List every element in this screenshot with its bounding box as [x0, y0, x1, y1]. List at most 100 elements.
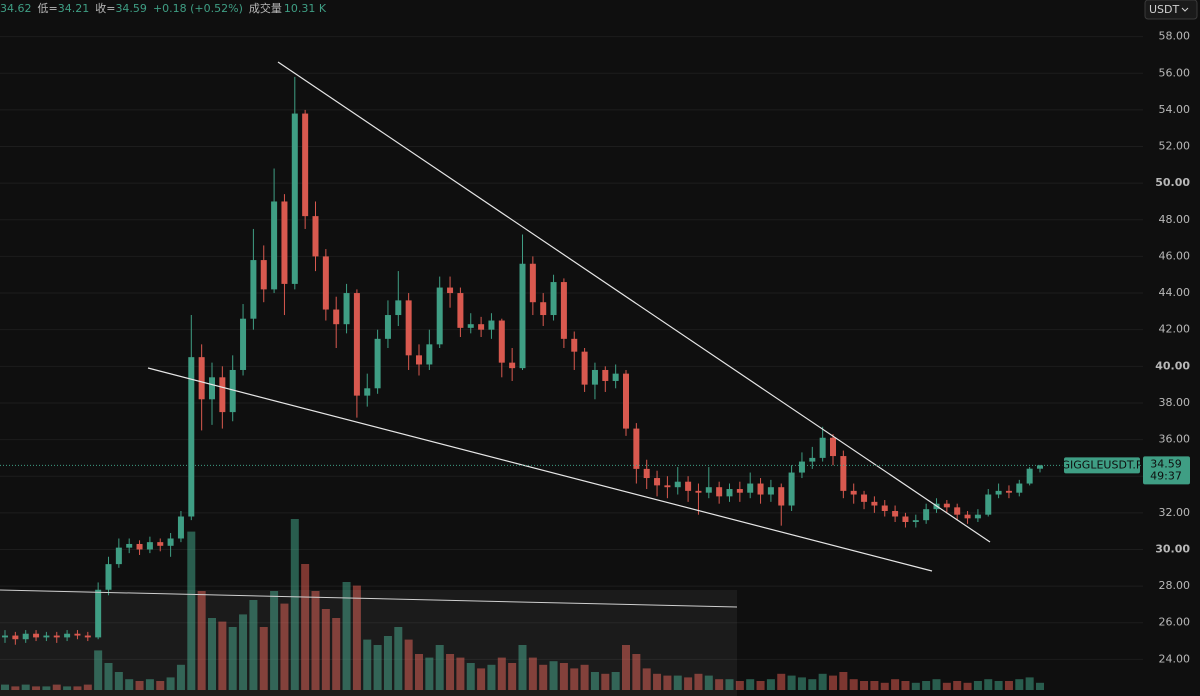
y-tick-label: 50.00: [1155, 176, 1190, 189]
candle-body: [705, 487, 712, 493]
volume-bar: [663, 675, 672, 690]
volume-bar: [249, 600, 258, 690]
volume-bar: [187, 531, 196, 690]
candle-body: [892, 511, 899, 517]
volume-bar: [394, 627, 403, 690]
volume-bar: [1025, 677, 1034, 690]
volume-bar: [694, 673, 703, 690]
trendline: [147, 367, 933, 572]
candle-body: [1037, 465, 1043, 469]
volume-bar: [497, 657, 506, 690]
candle-body: [478, 324, 485, 330]
volume-bar: [539, 664, 548, 690]
candle-body: [861, 494, 868, 502]
y-tick-label: 28.00: [1159, 579, 1191, 592]
candle-body: [747, 483, 754, 493]
volume-bar: [363, 639, 372, 690]
candle-body: [757, 483, 764, 495]
volume-bar: [508, 663, 517, 690]
volume-bar: [911, 682, 920, 690]
candle-layer: [2, 76, 1043, 645]
volume-bar: [466, 663, 475, 690]
volume-bar: [653, 673, 662, 690]
volume-bar: [166, 677, 175, 690]
candle-body: [602, 369, 609, 381]
candle-body: [395, 300, 402, 316]
candle-body: [550, 282, 557, 316]
candle-body: [726, 489, 733, 497]
candle-body: [902, 516, 909, 522]
candle-body: [488, 320, 495, 330]
candle-body: [674, 481, 681, 488]
volume-bar: [942, 682, 951, 690]
candle-body: [229, 369, 236, 413]
volume-bar: [32, 686, 41, 690]
candle-body: [954, 507, 961, 515]
volume-bar: [528, 657, 537, 690]
candle-body: [1026, 468, 1033, 484]
candle-body: [643, 468, 650, 479]
candle-body: [633, 428, 640, 469]
candle-body: [788, 472, 795, 506]
y-tick-label: 32.00: [1159, 506, 1191, 519]
candle-body: [974, 514, 981, 519]
volume-bar: [311, 591, 320, 690]
low-label: 低=: [38, 2, 58, 15]
candle-body: [695, 490, 702, 493]
volume-bar: [63, 686, 72, 690]
candle-body: [53, 635, 60, 638]
candle-body: [798, 461, 805, 473]
volume-bar: [963, 682, 972, 690]
candle-body: [540, 302, 547, 316]
candle-body: [405, 300, 412, 356]
volume-bar: [622, 645, 630, 690]
volume-value: 10.31 K: [284, 2, 327, 15]
volume-bar: [83, 684, 92, 690]
volume-bar: [870, 681, 879, 690]
volume-bar: [777, 673, 786, 690]
volume-bar: [176, 664, 185, 690]
candle-body: [95, 589, 102, 638]
volume-bar: [373, 645, 382, 690]
candle-body: [177, 516, 184, 539]
candle-body: [353, 293, 360, 396]
y-tick-label: 24.00: [1159, 652, 1191, 665]
price-label: 34.59: [1150, 457, 1182, 470]
volume-bar: [446, 654, 455, 690]
candle-body: [126, 543, 133, 548]
candle-body: [912, 520, 919, 522]
currency-button-box[interactable]: [1144, 0, 1198, 20]
candle-body: [871, 501, 878, 506]
volume-bar: [239, 614, 248, 690]
volume-bar: [301, 564, 310, 690]
candle-body: [591, 369, 598, 385]
candle-body: [33, 633, 40, 638]
candle-body: [778, 487, 785, 506]
candle-body: [654, 478, 661, 486]
volume-bar: [156, 681, 165, 690]
candle-body: [1005, 490, 1012, 493]
candle-body: [612, 373, 619, 381]
candle-body: [436, 287, 443, 345]
volume-bar: [787, 675, 796, 690]
volume-bar: [1036, 682, 1044, 690]
volume-bar: [208, 618, 216, 690]
candle-body: [250, 260, 257, 319]
currency-label[interactable]: USDT: [1149, 3, 1180, 16]
volume-bar: [642, 668, 651, 690]
volume-bar: [415, 654, 423, 690]
volume-bar: [570, 668, 579, 690]
candle-body: [426, 344, 433, 365]
y-tick-label: 48.00: [1159, 213, 1191, 226]
y-tick-label: 46.00: [1159, 249, 1191, 262]
volume-bar: [580, 664, 589, 690]
candle-body: [136, 543, 143, 550]
dropdown-arrow[interactable]: [1181, 7, 1189, 12]
candle-body: [43, 635, 50, 638]
y-tick-label: 44.00: [1159, 286, 1191, 299]
currency-button[interactable]: USDT: [1144, 0, 1198, 20]
candle-body: [167, 538, 174, 546]
candle-body: [830, 437, 836, 457]
y-tick-label: 54.00: [1159, 103, 1191, 116]
